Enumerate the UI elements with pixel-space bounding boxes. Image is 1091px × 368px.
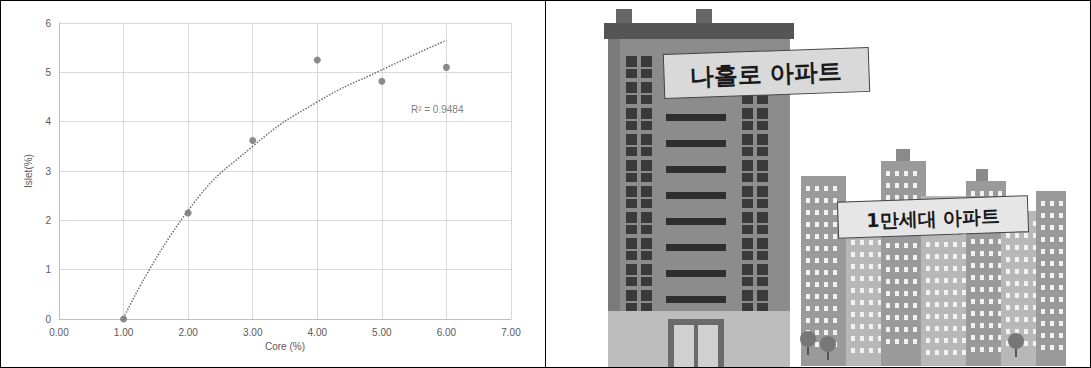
svg-text:3.00: 3.00 <box>243 327 263 338</box>
svg-text:3: 3 <box>45 166 51 177</box>
svg-text:6: 6 <box>45 18 51 29</box>
svg-text:7.00: 7.00 <box>501 327 521 338</box>
svg-text:나홀로 아파트: 나홀로 아파트 <box>689 57 842 90</box>
svg-text:5: 5 <box>45 67 51 78</box>
svg-text:4.00: 4.00 <box>308 327 328 338</box>
svg-text:1.00: 1.00 <box>114 327 134 338</box>
svg-text:0: 0 <box>45 314 51 325</box>
svg-text:R² = 0.9484: R² = 0.9484 <box>411 104 464 115</box>
svg-text:2.00: 2.00 <box>178 327 198 338</box>
svg-text:0.00: 0.00 <box>49 327 69 338</box>
svg-text:1: 1 <box>45 264 51 275</box>
svg-text:5.00: 5.00 <box>372 327 392 338</box>
svg-text:1만세대 아파트: 1만세대 아파트 <box>866 205 1001 232</box>
svg-text:Islet(%): Islet(%) <box>23 154 34 188</box>
svg-text:Core (%): Core (%) <box>265 341 305 352</box>
svg-text:6.00: 6.00 <box>437 327 457 338</box>
svg-text:4: 4 <box>45 116 51 127</box>
svg-text:2: 2 <box>45 215 51 226</box>
